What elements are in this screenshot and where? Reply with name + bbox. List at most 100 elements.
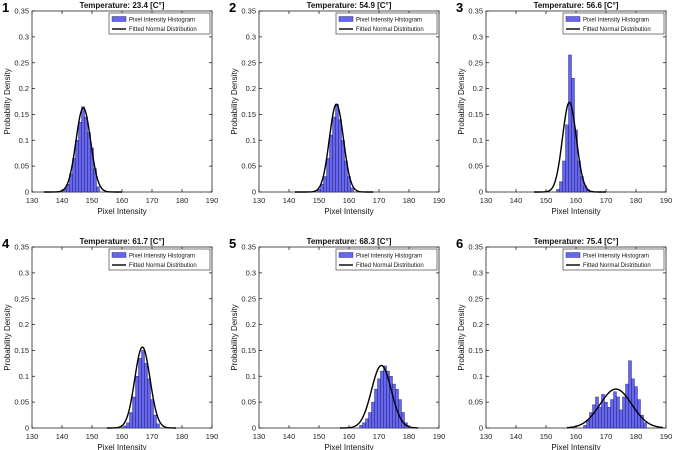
- histogram-bar: [359, 425, 363, 429]
- y-tick-label: 0: [25, 188, 29, 197]
- y-tick-label: 0.15: [241, 110, 256, 119]
- y-tick-label: 0.25: [468, 294, 483, 303]
- histogram-bar: [374, 389, 378, 429]
- legend-curve-label: Fitted Normal Distribution: [356, 263, 424, 269]
- legend-histogram-label: Pixel Intensity Histogram: [129, 18, 195, 24]
- histogram-bar: [622, 396, 626, 429]
- histogram-bar: [84, 116, 88, 193]
- y-tick-label: 0.3: [19, 32, 29, 41]
- histogram-bar: [559, 181, 563, 193]
- panel-number: 6: [456, 236, 463, 251]
- legend-histogram-swatch: [565, 16, 581, 22]
- chart-title: Temperature: 56.6 [C°]: [534, 1, 619, 10]
- x-tick-label: 160: [570, 432, 583, 441]
- x-tick-label: 190: [660, 432, 673, 441]
- histogram-bar: [332, 116, 336, 193]
- normal-fit-curve: [44, 107, 122, 193]
- histogram-bar: [323, 176, 327, 193]
- legend-curve-label: Fitted Normal Distribution: [129, 27, 197, 33]
- plot-area: [31, 246, 213, 429]
- x-axis-label: Pixel Intensity: [324, 443, 373, 450]
- histogram-bar: [78, 121, 82, 193]
- histogram-bar: [628, 360, 632, 429]
- x-tick-label: 170: [146, 196, 159, 205]
- histogram-bar: [610, 399, 614, 429]
- x-tick-label: 180: [403, 432, 416, 441]
- normal-fit-curve: [534, 101, 606, 193]
- panel-number: 3: [456, 0, 463, 15]
- histogram-bar: [123, 425, 127, 429]
- histogram-bar: [141, 350, 145, 429]
- histogram-bar: [81, 106, 85, 193]
- y-axis-label: Probability Density: [3, 304, 12, 370]
- x-tick-label: 190: [660, 196, 673, 205]
- x-axis-label: Pixel Intensity: [97, 443, 146, 450]
- x-tick-label: 150: [86, 432, 99, 441]
- x-tick-label: 190: [433, 432, 446, 441]
- x-tick-label: 160: [116, 196, 129, 205]
- normal-fit-curve: [295, 103, 373, 193]
- histogram-bar: [129, 412, 133, 429]
- histogram-bar: [126, 422, 130, 429]
- x-tick-label: 190: [433, 196, 446, 205]
- x-tick-label: 170: [600, 196, 613, 205]
- x-tick-label: 150: [313, 432, 326, 441]
- histogram-bar: [383, 365, 387, 429]
- y-axis-label: Probability Density: [3, 68, 12, 134]
- y-tick-label: 0.15: [468, 346, 483, 355]
- normal-fit-curve: [107, 346, 176, 429]
- x-tick-label: 160: [343, 196, 356, 205]
- histogram-bar: [75, 140, 79, 193]
- y-tick-label: 0.1: [473, 372, 483, 381]
- histogram-bar: [583, 425, 587, 429]
- histogram-bar: [329, 134, 333, 193]
- histogram-bar: [96, 186, 100, 193]
- chart-panel-3: 130 140 150 160 170 180 190 0 0.05 0.1 0.15 0.2 0.25…: [456, 0, 672, 216]
- chart-panel-2: 130 140 150 160 170 180 190 0 0.05 0.1 0.15 0.2 0.25…: [229, 0, 445, 216]
- y-tick-label: 0.2: [246, 84, 256, 93]
- legend-curve-label: Fitted Normal Distribution: [356, 27, 424, 33]
- y-tick-label: 0: [25, 424, 29, 433]
- histogram-bar: [607, 407, 611, 429]
- x-tick-label: 140: [283, 196, 296, 205]
- x-tick-label: 140: [510, 432, 523, 441]
- x-tick-label: 130: [26, 432, 39, 441]
- y-tick-label: 0.1: [246, 372, 256, 381]
- x-tick-label: 160: [343, 432, 356, 441]
- y-tick-label: 0.35: [468, 7, 483, 16]
- histogram-bar: [634, 386, 638, 429]
- histogram-bar: [562, 160, 566, 193]
- y-axis-label: Probability Density: [230, 68, 239, 134]
- y-tick-label: 0.35: [241, 243, 256, 252]
- y-tick-label: 0.05: [14, 162, 29, 171]
- x-tick-label: 190: [206, 432, 219, 441]
- panel-number: 5: [229, 236, 236, 251]
- x-tick-label: 180: [630, 196, 643, 205]
- histogram-bar: [616, 396, 620, 429]
- x-tick-label: 170: [373, 432, 386, 441]
- histogram-bar: [619, 409, 623, 429]
- histogram-bar: [335, 103, 339, 193]
- y-tick-label: 0: [479, 424, 483, 433]
- chart-title: Temperature: 23.4 [C°]: [80, 1, 165, 10]
- y-tick-label: 0.15: [14, 346, 29, 355]
- legend-histogram-label: Pixel Intensity Histogram: [356, 18, 422, 24]
- plot-area: [31, 10, 213, 193]
- legend-histogram-label: Pixel Intensity Histogram: [583, 254, 649, 260]
- x-tick-label: 180: [403, 196, 416, 205]
- x-tick-label: 150: [313, 196, 326, 205]
- x-tick-label: 160: [116, 432, 129, 441]
- y-tick-label: 0.1: [19, 136, 29, 145]
- y-tick-label: 0.3: [246, 32, 256, 41]
- y-tick-label: 0.05: [241, 162, 256, 171]
- histogram-bar: [150, 399, 154, 429]
- histogram-bar: [365, 418, 369, 429]
- x-tick-label: 170: [600, 432, 613, 441]
- y-tick-label: 0.25: [468, 58, 483, 67]
- y-tick-label: 0.05: [468, 162, 483, 171]
- y-tick-label: 0.25: [14, 58, 29, 67]
- chart-title: Temperature: 54.9 [C°]: [307, 1, 392, 10]
- y-tick-label: 0.35: [468, 243, 483, 252]
- y-tick-label: 0.3: [19, 268, 29, 277]
- chart-title: Temperature: 61.7 [C°]: [80, 237, 165, 246]
